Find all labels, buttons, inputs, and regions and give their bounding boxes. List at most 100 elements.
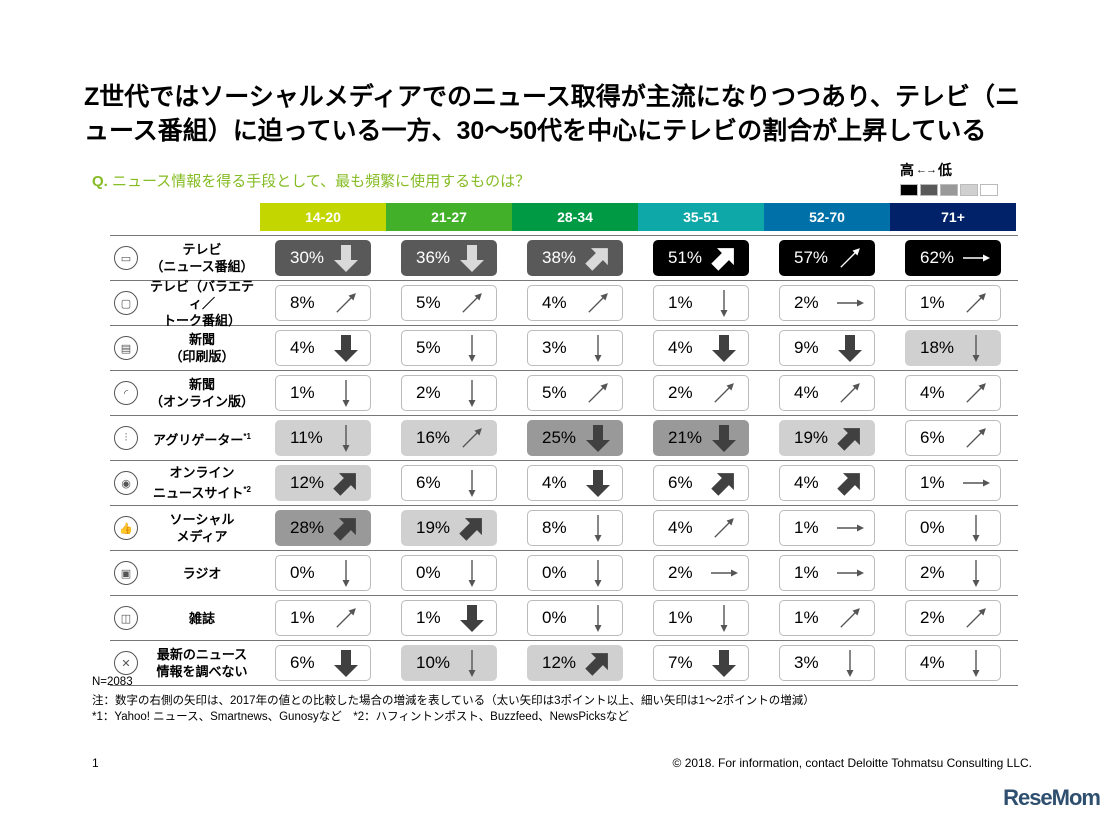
percent-value: 12% [542,653,577,672]
row-label-text: 新聞 （印刷版） [169,332,235,364]
thin-down-arrow-icon [582,332,614,364]
thick-up-right-arrow-icon [582,647,614,679]
thin-down-arrow-icon [960,647,992,679]
percent-value: 18% [920,338,955,357]
rss-icon: ◜ [114,381,138,405]
thin-up-right-arrow-icon [582,287,614,319]
thin-down-arrow-icon [708,287,740,319]
percent-value: 4% [290,338,315,357]
value-cell: 1% [779,555,875,591]
thick-up-right-arrow-icon [330,467,362,499]
thin-down-arrow-icon [330,422,362,454]
value-cell: 2% [401,375,497,411]
value-cell: 62% [905,240,1001,276]
x-icon: ✕ [114,651,138,675]
column-header-21-27: 21-27 [386,203,512,231]
row-label: ◉ オンライン ニュースサイト*2 [110,461,260,505]
thin-up-right-arrow-icon [960,377,992,409]
value-cell: 0% [401,555,497,591]
legend-swatches [900,184,1000,196]
percent-value: 2% [416,383,441,402]
shade-legend: 高 ←→ 低 [900,160,1000,196]
table-row: 👍 ソーシャル メディア 28% 19% 8% 4% 1% 0% [110,506,1018,551]
thin-up-right-arrow-icon [456,287,488,319]
percent-value: 6% [290,653,315,672]
thin-down-arrow-icon [582,557,614,589]
value-cell: 1% [275,600,371,636]
table-row: ▤ 新聞 （印刷版） 4% 5% 3% 4% 9% 18% [110,326,1018,371]
value-cell: 0% [275,555,371,591]
row-label: ▭ テレビ （ニュース番組） [110,236,260,280]
value-cell: 5% [527,375,623,411]
row-label: ◜ 新聞 （オンライン版） [110,371,260,415]
value-cell: 12% [527,645,623,681]
value-cell: 30% [275,240,371,276]
value-cell: 19% [401,510,497,546]
percent-value: 6% [416,473,441,492]
thick-up-right-arrow-icon [330,512,362,544]
percent-value: 1% [794,608,819,627]
thin-up-right-arrow-icon [708,377,740,409]
percent-value: 1% [290,383,315,402]
percent-value: 4% [794,473,819,492]
row-label-text: 新聞 （オンライン版） [149,377,254,409]
thick-down-arrow-icon [708,422,740,454]
thin-down-arrow-icon [960,557,992,589]
sample-size: N=2083 [92,676,133,688]
percent-value: 6% [920,428,945,447]
thick-down-arrow-icon [582,467,614,499]
column-header-71+: 71+ [890,203,1016,231]
percent-value: 57% [794,248,829,267]
row-label-text: テレビ（バラエティ／ トーク番組） [149,278,254,328]
thin-down-arrow-icon [708,602,740,634]
newspaper-icon: ▤ [114,336,138,360]
percent-value: 0% [290,563,315,582]
percent-value: 21% [668,428,703,447]
percent-value: 12% [290,473,325,492]
thin-down-arrow-icon [456,467,488,499]
row-label: ◫ 雑誌 [110,596,260,640]
thick-up-right-arrow-icon [456,512,488,544]
thick-down-arrow-icon [582,422,614,454]
thin-down-arrow-icon [834,647,866,679]
value-cell: 8% [275,285,371,321]
table-row: ▣ ラジオ 0% 0% 0% 2% 1% 2% [110,551,1018,596]
row-label-text: テレビ （ニュース番組） [150,242,254,274]
value-cell: 25% [527,420,623,456]
percent-value: 1% [668,608,693,627]
percent-value: 0% [416,563,441,582]
arrow-note: 注：数字の右側の矢印は、2017年の値との比較した場合の増減を表している（太い矢… [92,695,815,707]
legend-swatch [980,184,998,196]
value-cell: 6% [275,645,371,681]
percent-value: 3% [542,338,567,357]
percent-value: 62% [920,248,955,267]
value-cell: 4% [779,465,875,501]
thick-down-arrow-icon [456,602,488,634]
percent-value: 1% [794,563,819,582]
percent-value: 5% [416,338,441,357]
percent-value: 1% [416,608,441,627]
percent-value: 30% [290,248,325,267]
column-header-52-70: 52-70 [764,203,890,231]
thin-right-arrow-icon [834,512,866,544]
column-header-14-20: 14-20 [260,203,386,231]
percent-value: 19% [416,518,451,537]
table-row: ⫶ アグリゲーター*1 11% 16% 25% 21% 19% 6% [110,416,1018,461]
thin-up-right-arrow-icon [708,512,740,544]
percent-value: 1% [668,293,693,312]
thick-up-right-arrow-icon [708,242,740,274]
thin-up-right-arrow-icon [456,422,488,454]
question-text: ニュース情報を得る手段として、最も頻繁に使用するものは？ [112,173,531,190]
thick-up-right-arrow-icon [834,422,866,454]
row-label: 👍 ソーシャル メディア [110,506,260,550]
percent-value: 6% [668,473,693,492]
percent-value: 4% [542,473,567,492]
percent-value: 38% [542,248,577,267]
thumbs-up-icon: 👍 [114,516,138,540]
column-header-28-34: 28-34 [512,203,638,231]
percent-value: 51% [668,248,703,267]
percent-value: 4% [542,293,567,312]
value-cell: 4% [653,510,749,546]
legend-swatch [920,184,938,196]
value-cell: 6% [401,465,497,501]
